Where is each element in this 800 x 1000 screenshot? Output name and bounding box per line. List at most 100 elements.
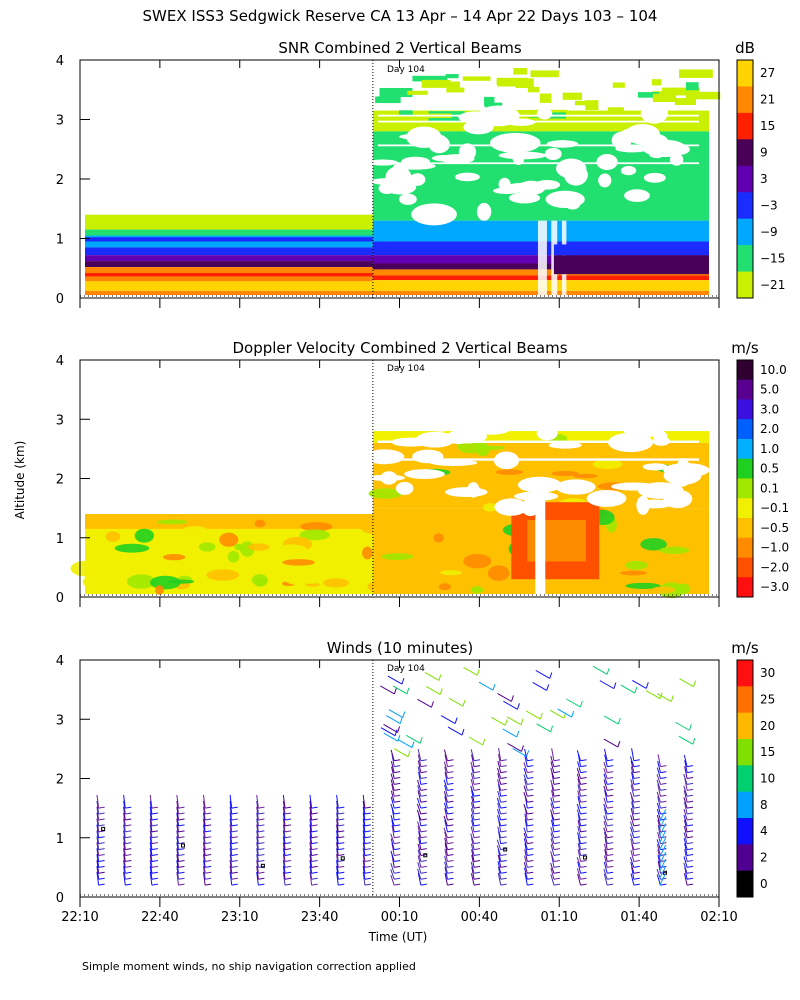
- doppler-patch: [495, 469, 524, 475]
- wind-barb-flag: [364, 877, 371, 880]
- wind-barb-flag: [473, 830, 481, 833]
- wind-barb: [362, 842, 366, 856]
- wind-barb-flag: [125, 830, 132, 833]
- wind-barb: [657, 760, 661, 773]
- doppler-colorbar-unit: m/s: [731, 339, 759, 357]
- y-tick-label: 2: [56, 173, 64, 188]
- wind-barb: [309, 830, 313, 844]
- wind-barb-upper: [535, 670, 551, 679]
- y-tick-label: 4: [56, 654, 64, 669]
- wind-barb: [390, 869, 395, 880]
- wind-barb: [604, 849, 608, 862]
- colorbar-frame: [736, 359, 754, 598]
- wind-barb: [362, 836, 366, 850]
- wind-barb: [498, 753, 502, 767]
- wind-barb-flag: [686, 782, 694, 785]
- wind-barb: [202, 860, 206, 874]
- snr-patch: [662, 87, 700, 96]
- wind-barb-flag: [364, 812, 371, 815]
- colorbar-label: 3.0: [760, 402, 779, 416]
- wind-barb-flag: [447, 871, 454, 874]
- wind-barb: [149, 794, 153, 809]
- wind-barb-flag: [607, 859, 614, 862]
- wind-barb-flag: [98, 871, 105, 874]
- winds-plot-area: [96, 665, 697, 886]
- wind-barb-flag: [527, 794, 534, 797]
- wind-barb: [362, 871, 366, 886]
- wind-barb: [604, 855, 608, 868]
- wind-barb: [176, 854, 180, 868]
- wind-barb-upper-flag: [613, 682, 617, 689]
- y-tick-label: 0: [56, 591, 64, 606]
- doppler-patch: [162, 554, 186, 561]
- wind-barb-flag: [338, 818, 345, 821]
- doppler-patch: [482, 503, 498, 512]
- colorbar-swatch: [737, 60, 753, 87]
- wind-barb-flag: [205, 865, 212, 868]
- wind-barb-upper: [468, 736, 484, 746]
- wind-barb-flag: [311, 806, 318, 809]
- doppler-gap: [505, 422, 542, 430]
- wind-barb: [123, 800, 126, 815]
- wind-barb-upper: [679, 678, 694, 688]
- wind-barb-flag: [686, 800, 694, 803]
- wind-barb-flag: [231, 824, 238, 827]
- wind-barb-flag: [284, 806, 292, 809]
- wind-barb: [123, 836, 126, 850]
- wind-barb: [256, 836, 259, 850]
- wind-barb-upper: [426, 686, 441, 695]
- colorbar-label: −0.5: [760, 521, 789, 535]
- wind-barb: [336, 830, 339, 844]
- wind-barb-flag: [231, 871, 238, 874]
- wind-barb: [684, 766, 688, 779]
- wind-barb-flag: [500, 842, 507, 845]
- wind-barb: [444, 819, 448, 832]
- wind-barb: [550, 755, 555, 767]
- wind-barb: [176, 800, 180, 815]
- wind-barb: [444, 861, 448, 874]
- doppler-patch: [381, 553, 414, 560]
- wind-barb-flag: [231, 877, 238, 880]
- wind-barb-flag: [394, 883, 401, 886]
- wind-barb: [523, 827, 528, 838]
- wind-barb-flag: [607, 883, 614, 886]
- wind-barb: [282, 860, 286, 874]
- wind-barb-flag: [447, 830, 454, 833]
- wind-barb: [470, 843, 475, 856]
- wind-barb: [96, 806, 100, 821]
- wind-barb: [656, 802, 661, 815]
- wind-barb-flag: [98, 877, 105, 880]
- wind-barb: [229, 818, 233, 832]
- wind-barb-flag: [258, 848, 265, 851]
- snr-patch: [462, 76, 491, 81]
- colorbar-swatch: [737, 458, 753, 479]
- wind-barb-flag: [231, 836, 238, 839]
- doppler-patch: [362, 546, 373, 560]
- doppler-patch: [164, 534, 173, 542]
- wind-barb: [202, 824, 206, 838]
- wind-barb: [684, 760, 688, 773]
- wind-barb-flag: [553, 759, 561, 762]
- wind-barb-upper: [603, 738, 619, 748]
- colorbar-swatch: [737, 712, 753, 740]
- wind-barb-flag: [500, 765, 507, 768]
- winds-axes: 0 1 2 3 4 22:10 22:40 23:10 23:40 00:10 00:40 01:10…: [56, 654, 738, 925]
- wind-barb-upper: [507, 742, 522, 752]
- wind-barb: [256, 794, 259, 809]
- wind-barb: [176, 836, 180, 850]
- doppler-patch: [323, 578, 350, 588]
- doppler-plot-area: [70, 413, 710, 599]
- wind-barb: [309, 848, 313, 862]
- wind-barb-flag: [473, 812, 481, 815]
- wind-barb: [123, 824, 126, 838]
- wind-barb: [684, 866, 688, 880]
- wind-barb-flag: [660, 818, 667, 821]
- wind-barb: [282, 830, 286, 844]
- wind-barb: [656, 844, 661, 856]
- wind-barb: [576, 803, 582, 815]
- wind-barb: [149, 842, 153, 856]
- colorbar-label: 20: [760, 719, 775, 733]
- wind-barb: [176, 824, 180, 838]
- wind-barb-flag: [420, 771, 427, 774]
- wind-barb-flag: [686, 794, 694, 797]
